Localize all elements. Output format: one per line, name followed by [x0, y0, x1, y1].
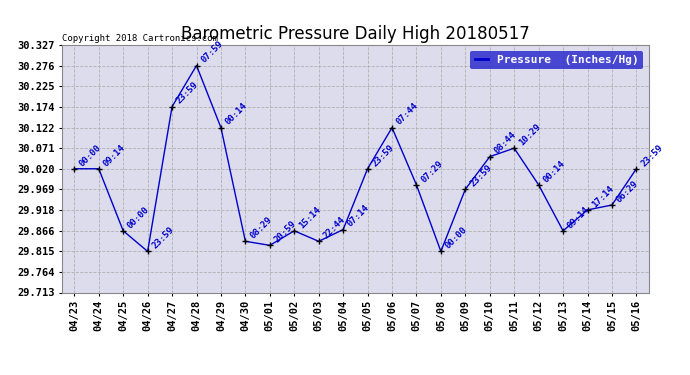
Text: 17:14: 17:14 [590, 184, 615, 209]
Text: 23:59: 23:59 [468, 163, 493, 189]
Text: 23:59: 23:59 [371, 142, 395, 168]
Text: 08:44: 08:44 [493, 130, 518, 156]
Text: 23:59: 23:59 [150, 225, 176, 251]
Text: 09:14: 09:14 [566, 205, 591, 230]
Title: Barometric Pressure Daily High 20180517: Barometric Pressure Daily High 20180517 [181, 26, 530, 44]
Text: 07:59: 07:59 [199, 39, 225, 65]
Text: 00:00: 00:00 [444, 225, 469, 251]
Text: 07:29: 07:29 [420, 159, 444, 184]
Text: 00:00: 00:00 [126, 205, 151, 230]
Text: 09:14: 09:14 [101, 142, 127, 168]
Text: 23:59: 23:59 [639, 142, 664, 168]
Text: 00:14: 00:14 [224, 102, 249, 127]
Text: 20:59: 20:59 [273, 219, 298, 245]
Text: 08:29: 08:29 [248, 215, 273, 240]
Text: 06:29: 06:29 [615, 179, 640, 204]
Text: 15:14: 15:14 [297, 205, 322, 230]
Text: Copyright 2018 Cartronics.com: Copyright 2018 Cartronics.com [62, 33, 218, 42]
Text: 07:44: 07:44 [395, 102, 420, 127]
Text: 00:14: 00:14 [542, 159, 566, 184]
Text: 22:44: 22:44 [322, 215, 347, 240]
Text: 23:59: 23:59 [175, 81, 200, 106]
Text: 10:29: 10:29 [517, 122, 542, 147]
Text: 07:14: 07:14 [346, 204, 371, 229]
Legend: Pressure  (Inches/Hg): Pressure (Inches/Hg) [470, 51, 643, 69]
Text: 00:00: 00:00 [77, 142, 102, 168]
